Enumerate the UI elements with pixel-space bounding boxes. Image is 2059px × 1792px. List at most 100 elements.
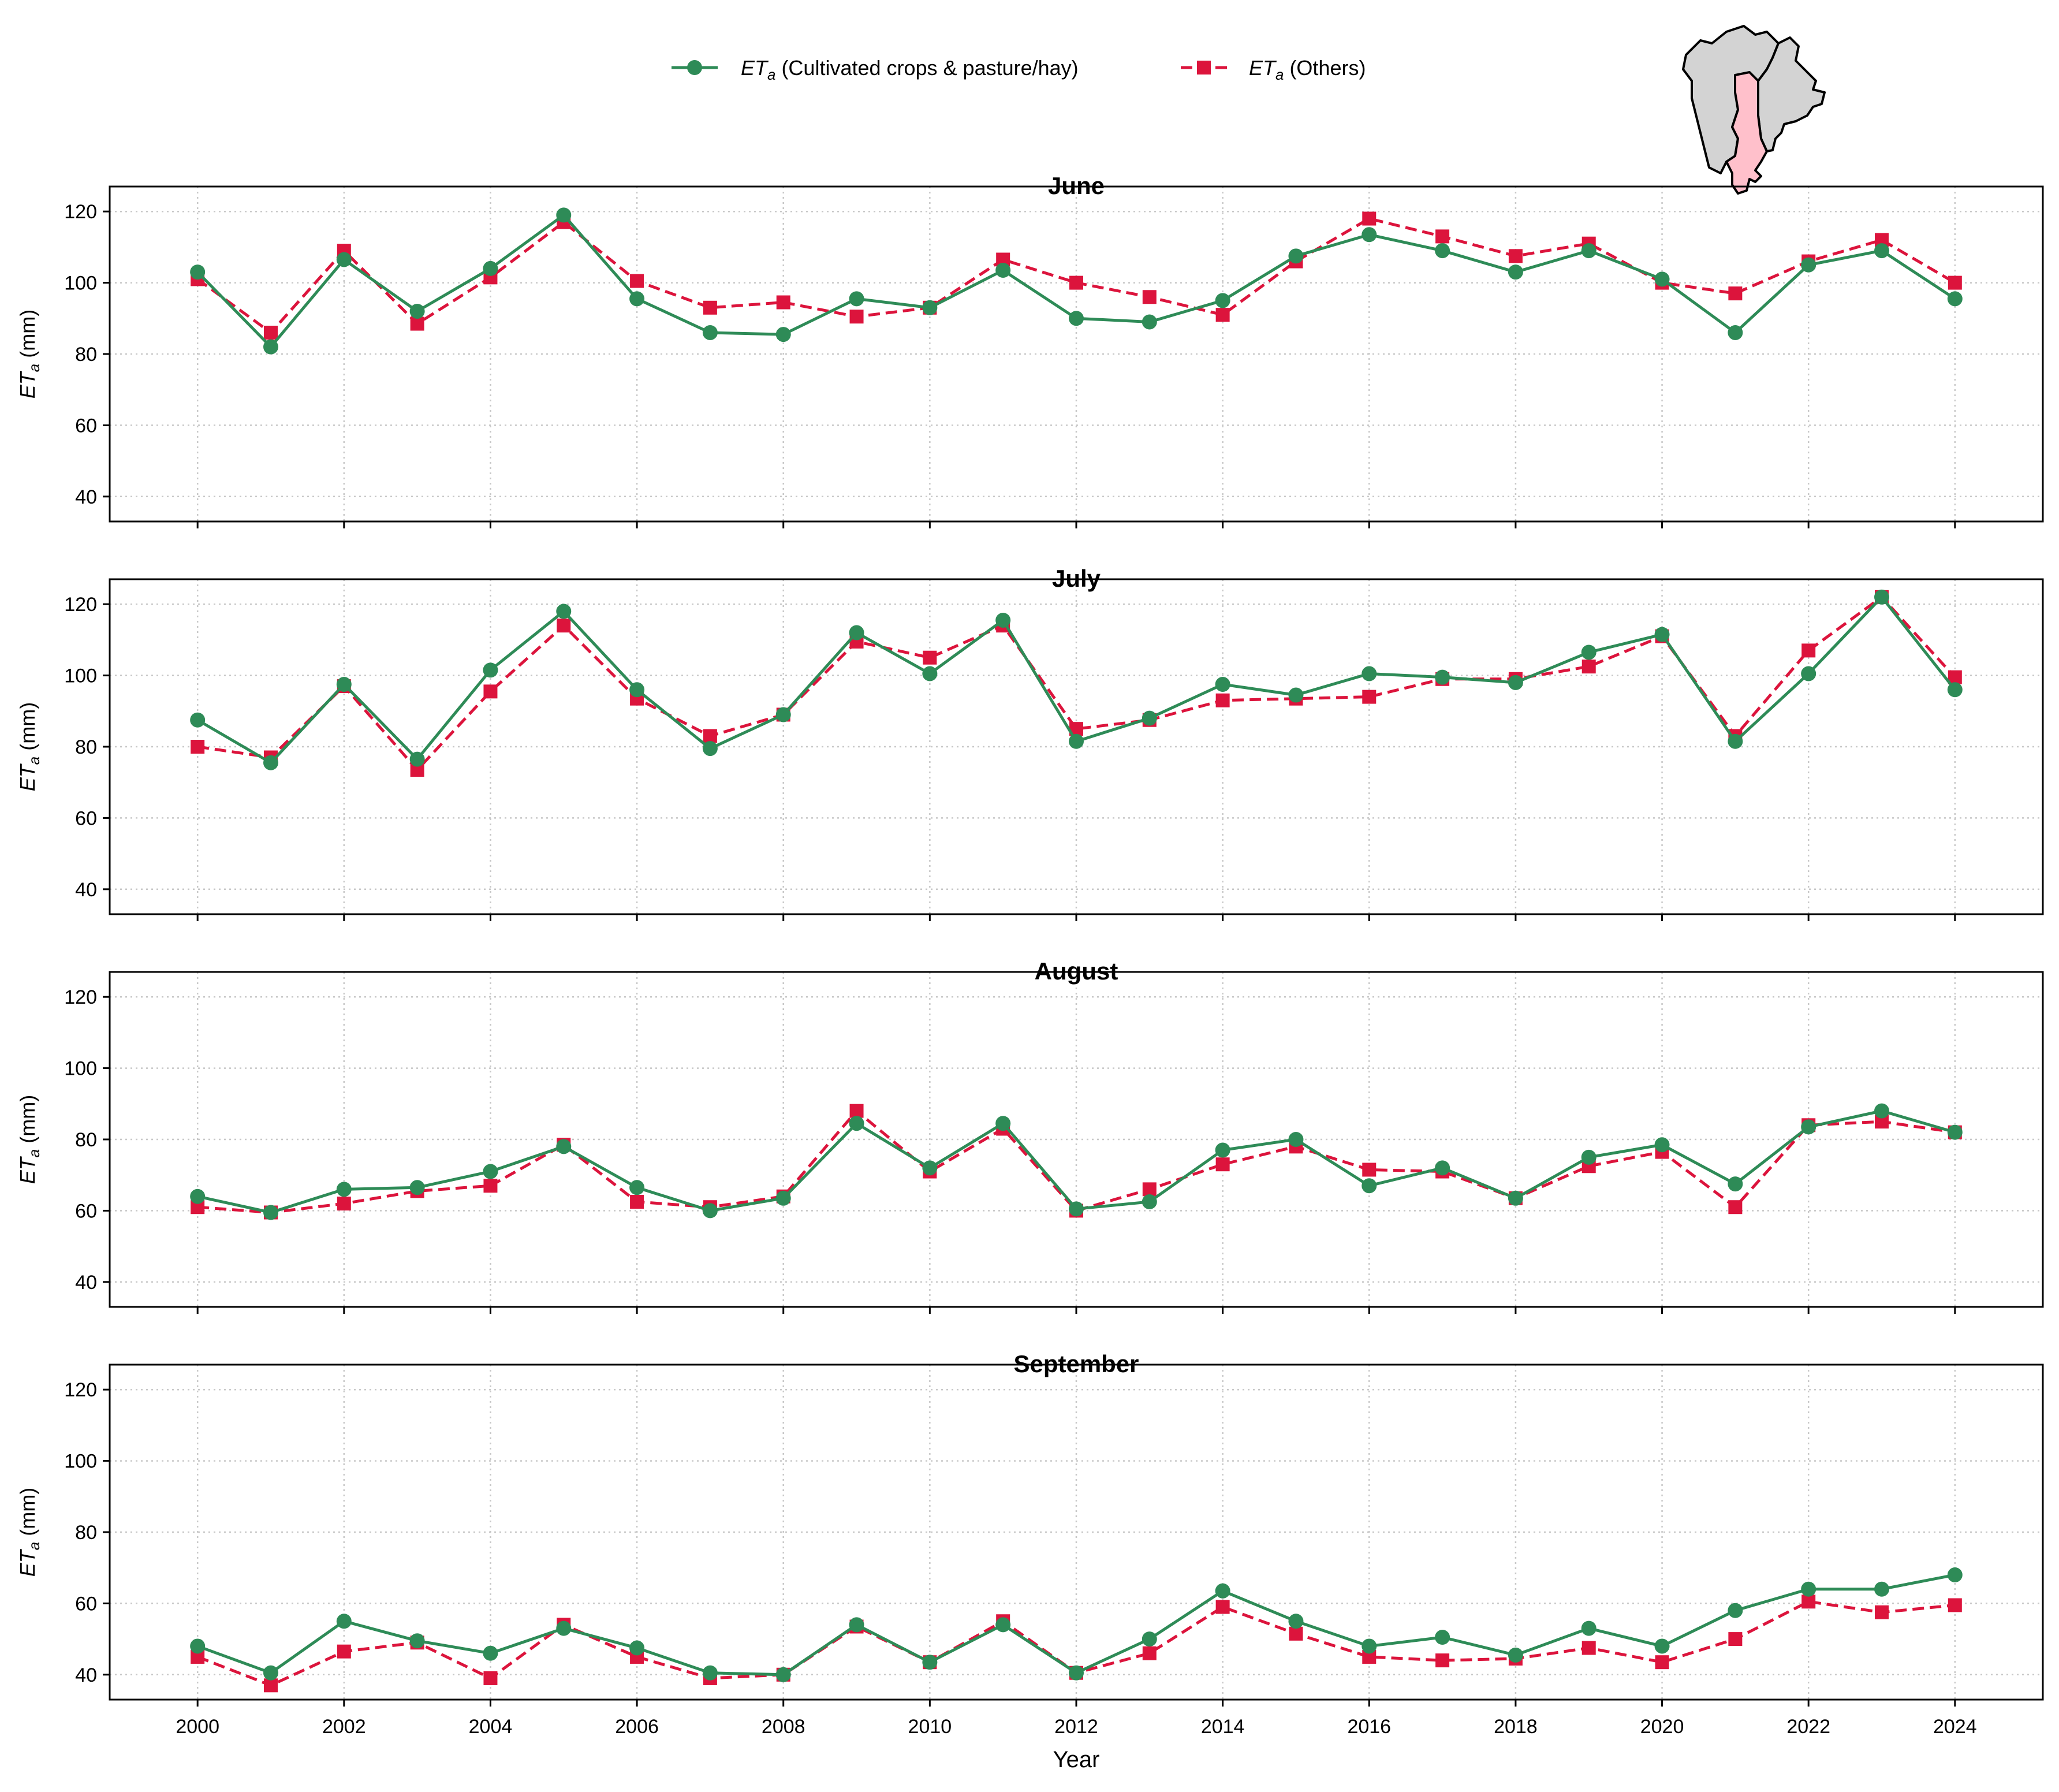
data-point: [556, 1139, 572, 1154]
data-point: [1288, 1614, 1304, 1629]
data-point: [775, 1190, 791, 1206]
data-point: [264, 325, 278, 340]
x-tick-label: 2002: [322, 1716, 366, 1738]
data-point: [1215, 1600, 1230, 1614]
data-point: [1655, 1655, 1669, 1670]
data-point: [1435, 243, 1450, 259]
y-tick-label: 60: [75, 807, 97, 829]
y-tick-label: 60: [75, 415, 97, 437]
data-point: [1874, 243, 1889, 259]
data-point: [556, 207, 572, 223]
data-point: [1435, 1630, 1450, 1645]
data-point: [775, 1667, 791, 1682]
y-tick-label: 100: [64, 1058, 97, 1080]
data-point: [849, 625, 864, 640]
data-point: [1874, 589, 1889, 605]
data-point: [702, 325, 718, 340]
data-point: [703, 729, 717, 743]
data-point: [995, 263, 1011, 278]
data-point: [1654, 271, 1670, 287]
data-point: [1362, 227, 1377, 243]
data-point: [995, 1116, 1011, 1131]
data-point: [1947, 291, 1963, 307]
legend: ETa (Cultivated crops & pasture/hay) ETa …: [672, 56, 1366, 83]
x-tick-label: 2024: [1933, 1716, 1977, 1738]
panel-title: July: [1052, 565, 1101, 592]
x-tick-label: 2022: [1786, 1716, 1830, 1738]
y-tick-label: 100: [64, 1451, 97, 1473]
data-point: [1508, 1647, 1523, 1663]
data-point: [995, 612, 1011, 628]
data-point: [849, 1104, 864, 1118]
data-point: [1069, 275, 1083, 290]
data-point: [1581, 1620, 1597, 1636]
data-point: [483, 662, 498, 678]
x-tick-label: 2016: [1347, 1716, 1391, 1738]
x-tick-label: 2012: [1054, 1716, 1098, 1738]
y-tick-label: 120: [64, 594, 97, 616]
data-point: [1654, 1137, 1670, 1153]
data-point: [849, 291, 864, 307]
data-point: [190, 1638, 206, 1654]
data-point: [1801, 666, 1816, 681]
data-point: [1728, 1632, 1743, 1646]
data-point: [1801, 1581, 1816, 1597]
data-point: [1581, 644, 1597, 660]
data-point: [1435, 1160, 1450, 1176]
x-tick-label: 2018: [1494, 1716, 1538, 1738]
data-point: [1581, 243, 1597, 259]
data-point: [1508, 264, 1523, 280]
data-point: [410, 316, 424, 331]
data-point: [409, 303, 425, 319]
data-point: [1288, 1132, 1304, 1147]
data-point: [1215, 1157, 1230, 1172]
legend-marker: [1197, 61, 1211, 74]
data-point: [263, 755, 278, 770]
data-point: [1069, 1201, 1084, 1217]
data-point: [336, 252, 352, 267]
data-point: [629, 1640, 645, 1656]
data-point: [1728, 733, 1743, 749]
data-point: [1728, 1176, 1743, 1192]
data-point: [1654, 1638, 1670, 1654]
data-point: [557, 619, 571, 633]
data-point: [337, 1644, 351, 1659]
data-point: [702, 1665, 718, 1681]
x-tick-label: 2008: [762, 1716, 805, 1738]
data-point: [629, 291, 645, 307]
data-point: [1215, 308, 1230, 322]
data-point: [483, 1671, 498, 1685]
data-point: [1801, 643, 1816, 658]
panel-august: August 40 60 80 100 120 ETa (mm): [16, 958, 2044, 1314]
y-tick-label: 60: [75, 1200, 97, 1222]
x-tick-label: 2020: [1640, 1716, 1684, 1738]
data-point: [1142, 710, 1157, 726]
data-point: [922, 1160, 938, 1176]
data-point: [1508, 249, 1523, 263]
data-point: [702, 741, 718, 757]
data-point: [1875, 1605, 1889, 1619]
data-point: [1288, 248, 1304, 264]
data-point: [1874, 1103, 1889, 1119]
x-tick-label: 2010: [908, 1716, 952, 1738]
data-point: [1215, 1583, 1230, 1599]
y-tick-label: 80: [75, 344, 97, 366]
y-tick-label: 60: [75, 1593, 97, 1615]
data-point: [336, 677, 352, 692]
data-point: [922, 300, 938, 315]
data-point: [1069, 311, 1084, 326]
data-point: [849, 310, 864, 324]
data-point: [1581, 1149, 1597, 1165]
data-point: [630, 274, 644, 288]
data-point: [849, 1116, 864, 1131]
data-point: [1362, 1638, 1377, 1654]
y-axis-label: ETa (mm): [16, 702, 43, 791]
data-point: [1142, 290, 1157, 304]
data-point: [922, 1655, 938, 1670]
data-point: [630, 1194, 644, 1209]
data-point: [1362, 211, 1377, 226]
data-point: [483, 1179, 498, 1193]
legend-label: ETa (Others): [1249, 56, 1366, 83]
data-point: [1435, 229, 1450, 244]
